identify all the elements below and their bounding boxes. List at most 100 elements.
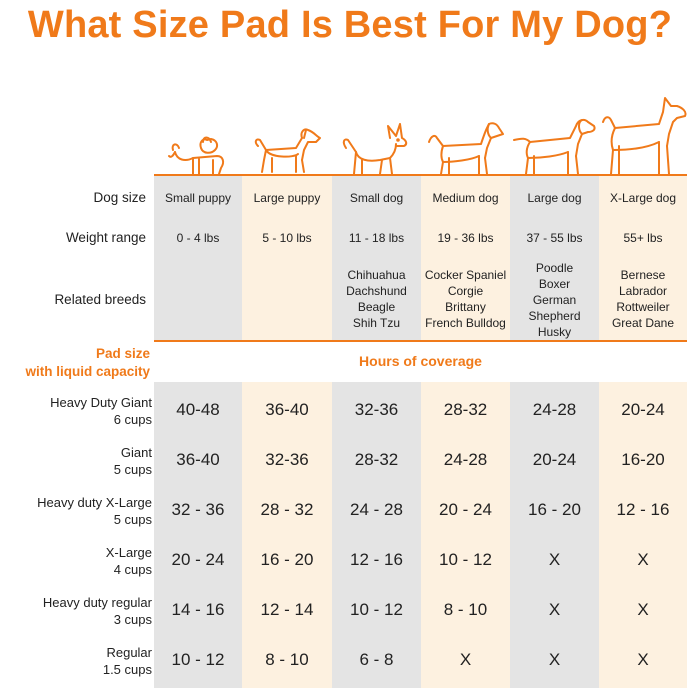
hours-cell: 40-48: [176, 400, 220, 419]
dog-size-cell: X-Large dog: [609, 191, 677, 205]
column-bg-hours-3: [332, 382, 421, 688]
small-puppy-icon: [168, 136, 225, 175]
column-bg-large-puppy: [242, 176, 332, 340]
hours-cell: 24-28: [443, 450, 488, 469]
pad-label: Heavy duty regular 3 cups: [0, 594, 152, 628]
hours-cell: 20 - 24: [171, 550, 225, 569]
dog-size-cell: Small dog: [349, 191, 404, 205]
breed-name: Chihuahua: [347, 268, 406, 282]
hours-cell: 20-24: [532, 450, 577, 469]
hours-cell: 28-32: [354, 450, 399, 469]
breeds-cell-large-dog: Poodle Boxer German Shepherd Husky: [510, 260, 599, 340]
pad-name: Regular: [106, 645, 152, 660]
hours-cell: 12 - 14: [260, 600, 314, 619]
hours-cell: 8 - 10: [265, 650, 309, 669]
hours-cell: 10 - 12: [171, 650, 225, 669]
column-bg-medium-dog: [421, 176, 510, 340]
column-bg-small-puppy: [154, 176, 242, 340]
pad-name: X-Large: [105, 545, 152, 560]
breed-name: Labrador: [618, 284, 668, 298]
hours-cell: 20 - 24: [439, 500, 492, 519]
hours-cell: 36-40: [176, 450, 220, 469]
breeds-cell-small-dog: Chihuahua Dachshund Beagle Shih Tzu: [332, 267, 421, 331]
pad-label: Giant 5 cups: [0, 444, 152, 478]
small-dog-icon: [342, 123, 408, 175]
breed-name: Rottweiler: [616, 300, 670, 314]
dog-size-cell: Small puppy: [164, 191, 232, 205]
hours-cell: X: [637, 650, 649, 669]
pad-size-header: Pad size with liquid capacity: [0, 345, 150, 381]
column-bg-large-dog: [510, 176, 599, 340]
column-bg-hours-1: [154, 382, 242, 688]
pad-name: Heavy duty regular: [42, 595, 152, 610]
hours-cell: 32-36: [265, 450, 309, 469]
breed-name: Shih Tzu: [352, 316, 401, 330]
hours-cell: 6 - 8: [359, 650, 394, 669]
hours-cell: 24-28: [532, 400, 577, 419]
breed-name: Husky: [537, 325, 572, 339]
hours-cell: 28-32: [443, 400, 488, 419]
column-bg-hours-2: [242, 382, 332, 688]
pad-name: Giant: [120, 445, 152, 460]
pad-capacity: 3 cups: [113, 612, 152, 627]
row-label-dog-size: Dog size: [93, 190, 146, 205]
pad-name: Heavy Duty Giant: [50, 395, 152, 410]
hours-cell: 8 - 10: [443, 600, 488, 619]
medium-dog-icon: [428, 122, 504, 175]
hours-cell: 12 - 16: [350, 550, 403, 569]
breed-name: Beagle: [357, 300, 396, 314]
hours-cell: 16 - 20: [528, 500, 581, 519]
page-title: What Size Pad Is Best For My Dog?: [27, 4, 673, 46]
pad-label: Heavy duty X-Large 5 cups: [0, 494, 152, 528]
hours-cell: 24 - 28: [350, 500, 403, 519]
hours-cell: X: [637, 550, 649, 569]
column-bg-hours-6: [599, 382, 687, 688]
pad-name: Heavy duty X-Large: [37, 495, 152, 510]
hours-cell: 32 - 36: [171, 500, 225, 519]
hours-cell: 12 - 16: [616, 500, 670, 519]
pad-size-header-line1: Pad size: [95, 346, 150, 361]
breeds-cell-medium-dog: Cocker Spaniel Corgie Brittany French Bu…: [421, 267, 510, 331]
pad-capacity: 6 cups: [113, 412, 152, 427]
hours-cell: 10 - 12: [439, 550, 492, 569]
weight-cell: 5 - 10 lbs: [262, 231, 312, 245]
hours-cell: X: [637, 600, 649, 619]
dog-size-cell: Large dog: [527, 191, 582, 205]
hours-cell: 32-36: [354, 400, 399, 419]
hours-cell: X: [548, 650, 561, 669]
column-bg-hours-5: [510, 382, 599, 688]
row-label-weight-range: Weight range: [65, 230, 146, 245]
breed-name: Brittany: [445, 300, 486, 314]
weight-cell: 11 - 18 lbs: [348, 231, 405, 245]
weight-cell: 55+ lbs: [623, 231, 663, 245]
breeds-cell-xlarge-dog: Bernese Labrador Rottweiler Great Dane: [599, 267, 687, 331]
pad-capacity: 1.5 cups: [102, 662, 152, 677]
column-bg-xlarge-dog: [599, 176, 687, 340]
column-bg-small-dog: [332, 176, 421, 340]
breed-name: Shepherd: [528, 309, 581, 323]
hours-cell: X: [459, 650, 472, 669]
pad-label: X-Large 4 cups: [0, 544, 152, 578]
hours-cell: 14 - 16: [171, 600, 225, 619]
breed-name: Corgie: [447, 284, 484, 298]
hours-cell: 16 - 20: [260, 550, 314, 569]
pad-capacity: 4 cups: [113, 562, 152, 577]
hours-cell: 28 - 32: [260, 500, 314, 519]
weight-cell: 0 - 4 lbs: [176, 231, 220, 245]
breed-name: Bernese: [620, 268, 666, 282]
hours-cell: X: [548, 550, 561, 569]
pad-size-header-line2: with liquid capacity: [25, 364, 150, 379]
hours-cell: 20-24: [621, 400, 665, 419]
row-label-related-breeds: Related breeds: [54, 292, 146, 307]
breed-name: Cocker Spaniel: [424, 268, 507, 282]
pad-capacity: 5 cups: [113, 462, 152, 477]
breed-name: Boxer: [538, 277, 571, 291]
pad-label: Regular 1.5 cups: [0, 644, 152, 678]
column-bg-hours-4: [421, 382, 510, 688]
breed-name: Great Dane: [611, 316, 675, 330]
breed-name: Poodle: [535, 261, 574, 275]
weight-cell: 19 - 36 lbs: [437, 231, 494, 245]
breed-name: German: [532, 293, 577, 307]
pad-label: Heavy Duty Giant 6 cups: [0, 394, 152, 428]
weight-cell: 37 - 55 lbs: [526, 231, 583, 245]
